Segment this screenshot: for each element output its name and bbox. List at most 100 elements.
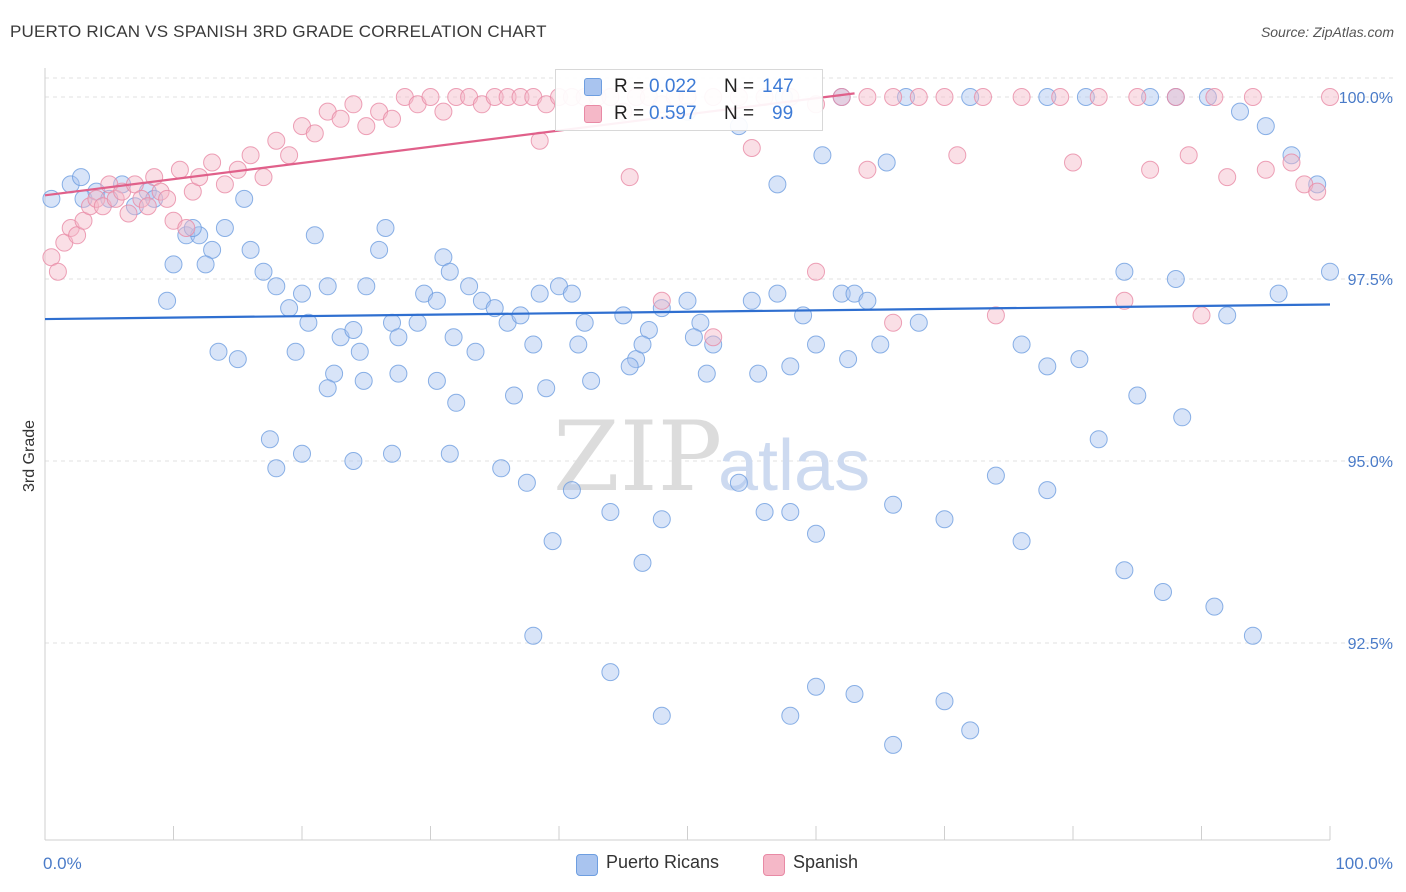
source-label: Source: ZipAtlas.com bbox=[1260, 24, 1394, 40]
data-point bbox=[749, 364, 768, 383]
data-point bbox=[1205, 88, 1224, 106]
data-point bbox=[241, 240, 260, 259]
data-point bbox=[505, 386, 523, 405]
data-point bbox=[280, 299, 299, 318]
data-point bbox=[1243, 88, 1262, 106]
data-point bbox=[138, 197, 157, 216]
data-point bbox=[235, 189, 254, 208]
data-point bbox=[935, 88, 954, 106]
data-point bbox=[444, 328, 463, 347]
data-point bbox=[524, 335, 543, 354]
watermark-atlas: atlas bbox=[718, 426, 870, 506]
data-point bbox=[357, 117, 376, 136]
data-point bbox=[620, 357, 639, 376]
data-point bbox=[267, 131, 286, 150]
data-point bbox=[858, 291, 877, 310]
data-point bbox=[357, 277, 376, 296]
data-point bbox=[948, 146, 967, 165]
data-point bbox=[1076, 88, 1095, 106]
data-point bbox=[1321, 262, 1339, 281]
data-point bbox=[1282, 146, 1301, 165]
y-axis-label: 3rd Grade bbox=[21, 420, 38, 492]
data-point bbox=[511, 88, 530, 106]
data-point bbox=[832, 284, 851, 303]
data-point bbox=[1192, 306, 1211, 325]
data-point bbox=[151, 182, 170, 201]
legend-label: Spanish bbox=[793, 852, 859, 872]
data-point bbox=[781, 706, 800, 725]
data-point bbox=[1038, 481, 1057, 500]
data-point bbox=[318, 277, 337, 296]
data-point bbox=[158, 189, 177, 208]
data-point bbox=[293, 284, 311, 303]
axes bbox=[44, 68, 1331, 841]
data-point bbox=[1012, 532, 1031, 551]
data-point bbox=[215, 219, 234, 237]
data-point bbox=[543, 532, 562, 551]
data-point bbox=[807, 524, 825, 543]
data-point bbox=[511, 306, 530, 325]
data-point bbox=[354, 371, 373, 390]
data-point bbox=[1231, 102, 1249, 121]
data-point bbox=[1218, 306, 1237, 325]
legend-label: Puerto Ricans bbox=[606, 852, 720, 872]
data-point bbox=[1128, 88, 1147, 106]
legend-n-value: 147 bbox=[762, 76, 794, 97]
data-point bbox=[215, 175, 234, 194]
data-point bbox=[909, 313, 928, 332]
legend-r-value: 0.597 bbox=[649, 103, 697, 124]
data-point bbox=[884, 313, 903, 332]
data-point bbox=[132, 189, 151, 208]
data-point bbox=[1038, 357, 1057, 376]
data-point bbox=[447, 88, 466, 106]
data-point bbox=[884, 88, 903, 106]
data-point bbox=[350, 342, 369, 361]
data-point bbox=[280, 146, 299, 165]
data-point bbox=[897, 88, 915, 106]
watermark-zip: ZIP bbox=[553, 401, 722, 513]
data-point bbox=[1115, 291, 1134, 310]
data-point bbox=[209, 342, 228, 361]
data-point bbox=[267, 459, 286, 478]
data-point bbox=[781, 357, 800, 376]
data-point bbox=[492, 459, 511, 478]
y-tick-label: 100.0% bbox=[1339, 90, 1393, 107]
data-point bbox=[652, 291, 671, 310]
data-point bbox=[1198, 88, 1217, 106]
data-point bbox=[614, 306, 633, 325]
tick-labels: 92.5% 95.0% 97.5% 100.0% 0.0% 100.0% bbox=[43, 90, 1393, 873]
legend-swatch-pink bbox=[584, 105, 602, 123]
data-point bbox=[633, 335, 652, 354]
data-point bbox=[530, 284, 549, 303]
data-point bbox=[1166, 270, 1185, 288]
data-point bbox=[1256, 117, 1275, 136]
data-point bbox=[986, 466, 1005, 485]
data-point bbox=[582, 371, 601, 390]
data-point bbox=[871, 335, 890, 354]
data-point bbox=[1128, 386, 1147, 405]
data-point bbox=[1012, 88, 1031, 106]
legend-n-value: 99 bbox=[772, 103, 794, 124]
data-point bbox=[807, 677, 825, 696]
data-point bbox=[260, 430, 279, 449]
data-point bbox=[961, 88, 980, 106]
data-point bbox=[986, 306, 1005, 325]
data-point bbox=[768, 175, 787, 194]
data-point bbox=[1064, 153, 1082, 172]
data-point bbox=[601, 663, 620, 682]
data-point bbox=[125, 197, 144, 216]
data-point bbox=[909, 88, 928, 106]
data-point bbox=[781, 503, 800, 521]
data-point bbox=[183, 219, 202, 237]
data-point bbox=[845, 685, 864, 703]
data-point bbox=[228, 350, 247, 369]
legend-row-puerto-ricans: R = 0.022 N = 147 bbox=[556, 74, 822, 100]
data-point bbox=[1269, 284, 1288, 303]
data-point bbox=[704, 328, 723, 347]
data-point bbox=[807, 335, 825, 354]
data-point bbox=[517, 473, 536, 492]
data-point bbox=[1089, 430, 1108, 449]
data-point bbox=[652, 510, 671, 529]
data-point bbox=[884, 735, 903, 754]
data-point bbox=[485, 299, 504, 318]
